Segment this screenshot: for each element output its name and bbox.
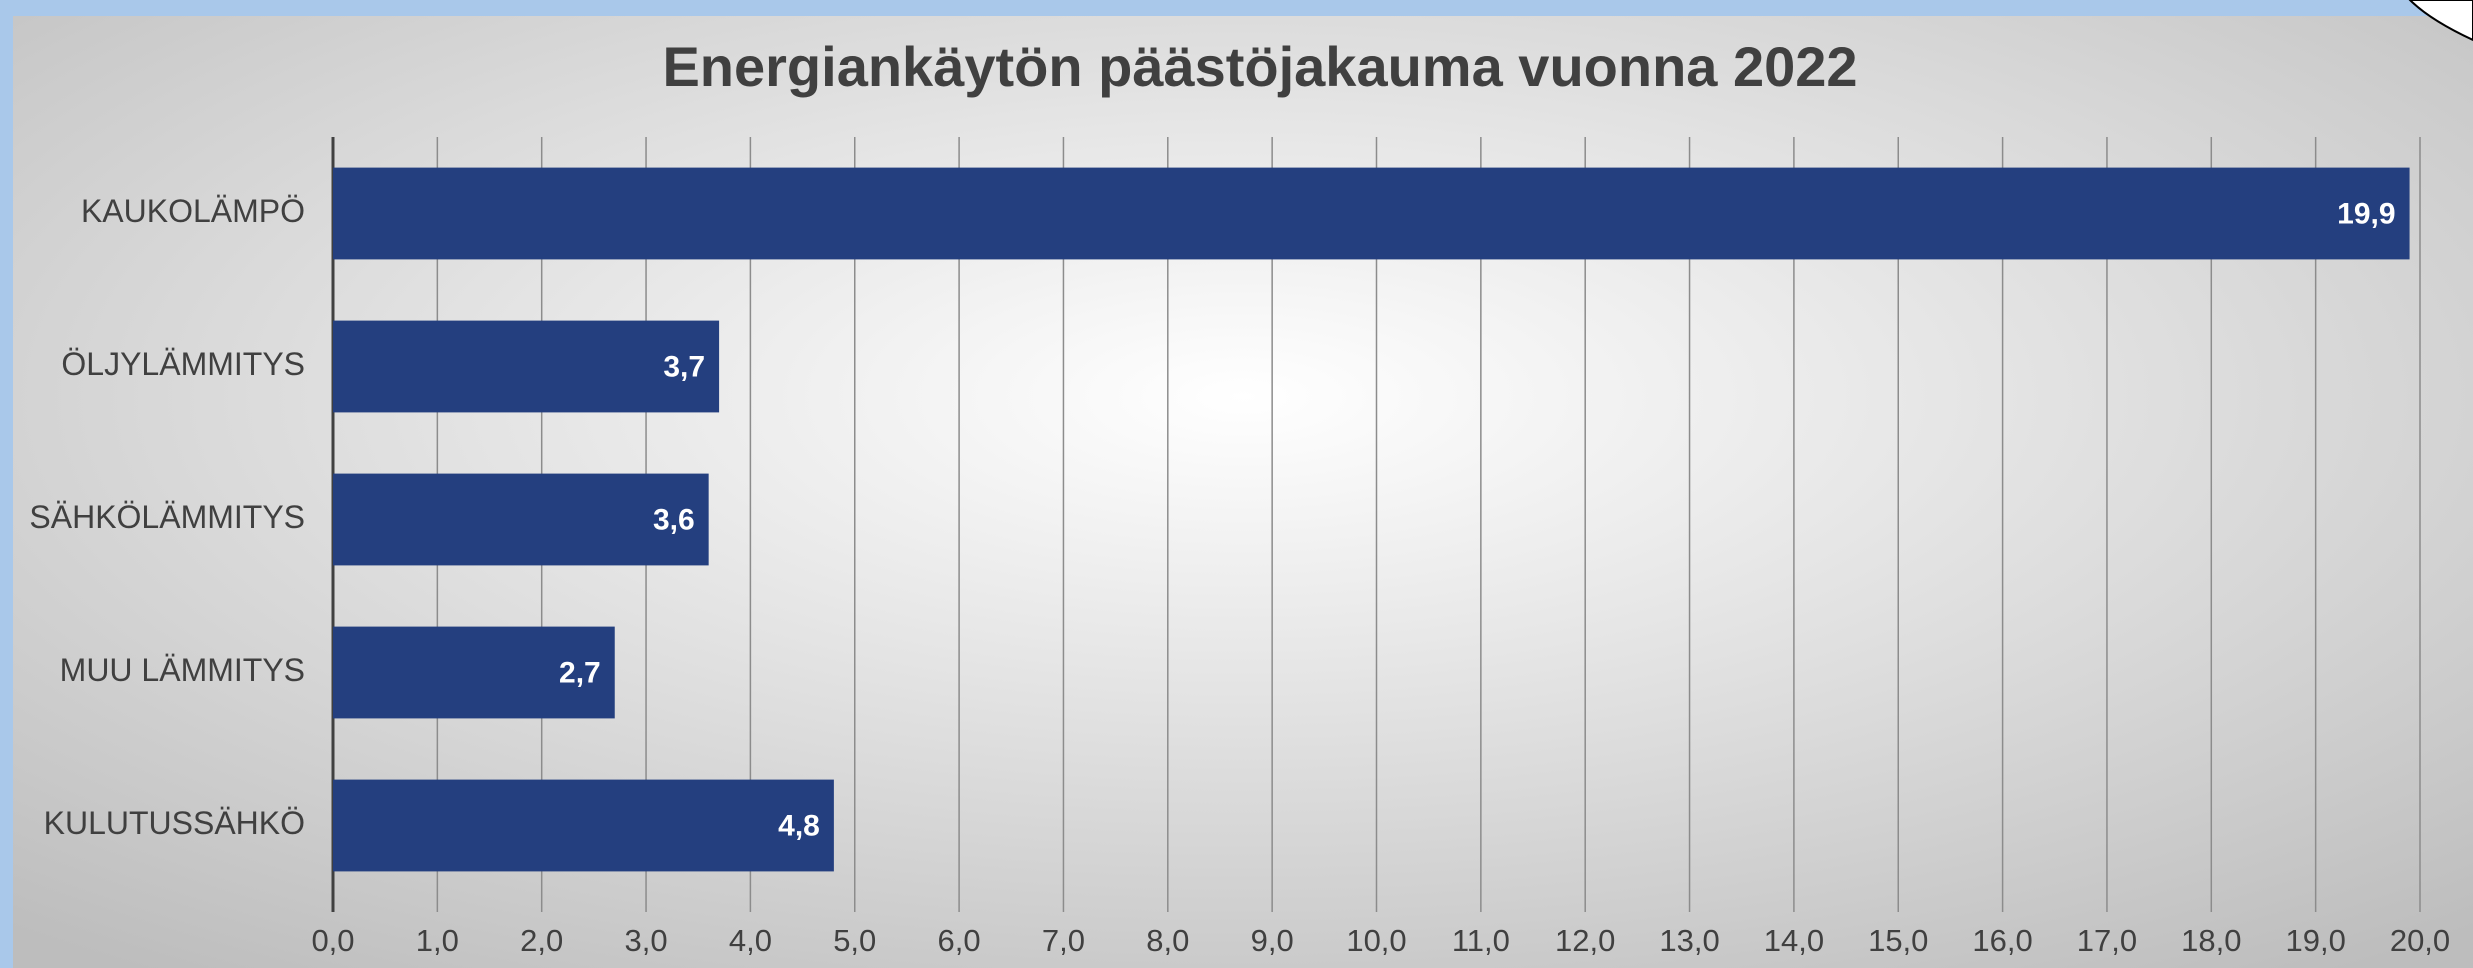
x-tick-label: 1,0 — [416, 923, 459, 958]
x-tick-label: 0,0 — [311, 923, 354, 958]
y-tick-label: MUU LÄMMITYS — [60, 652, 305, 688]
x-tick-label: 9,0 — [1251, 923, 1294, 958]
x-tick-label: 13,0 — [1659, 923, 1719, 958]
bar — [333, 779, 834, 872]
bar — [333, 626, 615, 719]
x-tick-label: 11,0 — [1452, 923, 1510, 958]
y-tick-label: SÄHKÖLÄMMITYS — [29, 499, 305, 535]
value-label: 19,9 — [2337, 197, 2395, 230]
x-tick-label: 8,0 — [1146, 923, 1189, 958]
chart-title: Energiankäytön päästöjakauma vuonna 2022 — [662, 35, 1857, 98]
x-tick-label: 16,0 — [1972, 923, 2032, 958]
value-label: 2,7 — [559, 656, 601, 689]
value-label: 4,8 — [778, 809, 820, 842]
x-tick-label: 12,0 — [1555, 923, 1615, 958]
x-tick-label: 2,0 — [520, 923, 563, 958]
value-label: 3,7 — [663, 350, 705, 383]
x-tick-label: 7,0 — [1042, 923, 1085, 958]
x-tick-label: 4,0 — [729, 923, 772, 958]
x-tick-label: 3,0 — [624, 923, 667, 958]
x-tick-label: 20,0 — [2390, 923, 2450, 958]
value-label: 3,6 — [653, 503, 695, 536]
x-tick-label: 19,0 — [2285, 923, 2345, 958]
y-tick-label: KULUTUSSÄHKÖ — [44, 805, 305, 841]
x-tick-label: 17,0 — [2077, 923, 2137, 958]
bar — [333, 320, 720, 413]
y-tick-label: ÖLJYLÄMMITYS — [61, 346, 305, 382]
y-tick-label: KAUKOLÄMPÖ — [81, 193, 305, 229]
bar — [333, 167, 2410, 260]
x-tick-label: 14,0 — [1764, 923, 1824, 958]
x-tick-label: 10,0 — [1346, 923, 1406, 958]
x-tick-label: 15,0 — [1868, 923, 1928, 958]
x-tick-label: 18,0 — [2181, 923, 2241, 958]
bar — [333, 473, 709, 566]
x-tick-label: 6,0 — [938, 923, 981, 958]
x-tick-label: 5,0 — [833, 923, 876, 958]
